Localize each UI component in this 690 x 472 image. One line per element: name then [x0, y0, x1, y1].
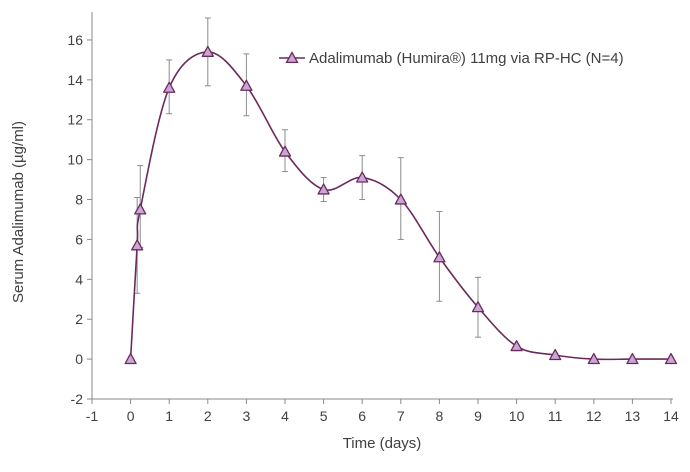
legend: Adalimumab (Humira®) 11mg via RP-HC (N=4…	[279, 50, 624, 67]
series-group	[124, 45, 678, 365]
x-tick-label: -1	[86, 408, 99, 424]
data-point-marker	[549, 348, 562, 361]
data-point-marker	[433, 251, 446, 263]
x-axis-title: Time (days)	[343, 435, 422, 452]
x-tick-label: 6	[358, 408, 366, 424]
y-tick-label: -2	[71, 391, 84, 407]
data-point-marker	[240, 79, 253, 91]
x-tick-label: 0	[127, 408, 135, 424]
x-tick-label: 2	[204, 408, 212, 424]
x-tick-label: 10	[509, 408, 525, 424]
data-point-marker	[664, 352, 678, 365]
y-tick-label: 6	[75, 231, 83, 247]
x-tick-label: 4	[281, 408, 289, 424]
x-tick-label: 9	[474, 408, 482, 424]
data-point-marker	[317, 183, 330, 195]
y-tick-label: 0	[75, 351, 83, 367]
y-tick-label: 2	[75, 311, 83, 327]
y-axis-title: Serum Adalimumab (µg/ml)	[10, 121, 27, 303]
x-tick-label: 8	[436, 408, 444, 424]
data-point-marker	[471, 301, 485, 313]
x-tick-label: 3	[243, 408, 251, 424]
y-tick-label: 8	[75, 192, 83, 208]
data-point-marker	[163, 81, 176, 93]
x-tick-label: 12	[586, 408, 602, 424]
y-tick-label: 4	[75, 271, 83, 287]
y-tick-label: 12	[67, 112, 83, 128]
y-tick-label: 14	[67, 72, 83, 88]
data-point-marker	[587, 352, 600, 365]
data-point-marker	[201, 45, 214, 57]
data-point-marker	[510, 339, 523, 352]
data-point-marker	[626, 352, 639, 365]
legend-marker	[285, 51, 299, 64]
data-point-marker	[278, 145, 292, 157]
y-tick-label: 10	[67, 152, 83, 168]
data-point-marker	[356, 171, 369, 183]
x-tick-label: 13	[625, 408, 641, 424]
legend-label: Adalimumab (Humira®) 11mg via RP-HC (N=4…	[309, 50, 624, 67]
data-point-marker	[131, 239, 144, 251]
x-tick-label: 1	[165, 408, 173, 424]
y-tick-label: 16	[67, 32, 83, 48]
x-tick-label: 11	[548, 408, 563, 424]
x-tick-label: 7	[397, 408, 405, 424]
data-point-marker	[124, 352, 137, 365]
data-point-marker	[394, 193, 407, 205]
x-tick-label: 5	[320, 408, 328, 424]
x-tick-label: 14	[663, 408, 679, 424]
data-point-marker	[134, 203, 147, 215]
